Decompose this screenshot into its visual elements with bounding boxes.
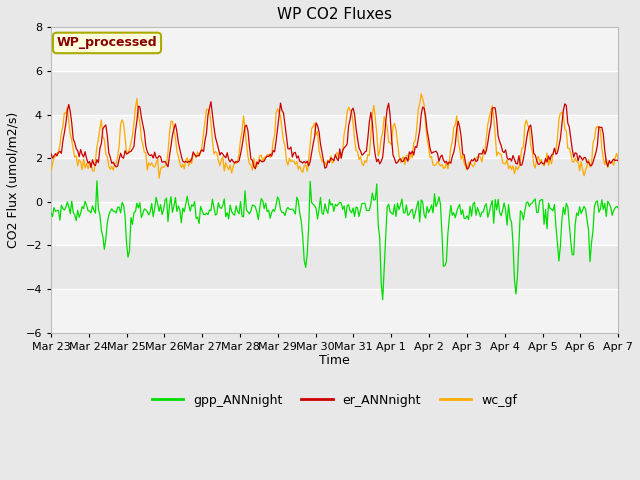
- gpp_ANNnight: [67, 211, 74, 216]
- wc_gf: [539, 161, 547, 167]
- er_ANNnight: [207, 99, 215, 105]
- Bar: [51, 202, 618, 245]
- Legend: gpp_ANNnight, er_ANNnight, wc_gf: gpp_ANNnight, er_ANNnight, wc_gf: [147, 389, 522, 412]
- wc_gf: [156, 175, 163, 181]
- Line: gpp_ANNnight: gpp_ANNnight: [51, 181, 618, 300]
- X-axis label: Time: Time: [319, 354, 350, 367]
- gpp_ANNnight: [47, 210, 55, 216]
- Bar: [51, 289, 618, 333]
- er_ANNnight: [614, 158, 622, 164]
- gpp_ANNnight: [614, 205, 622, 211]
- gpp_ANNnight: [539, 197, 547, 203]
- Bar: [51, 27, 618, 71]
- Title: WP CO2 Fluxes: WP CO2 Fluxes: [277, 7, 392, 22]
- wc_gf: [84, 166, 92, 171]
- wc_gf: [612, 151, 620, 156]
- wc_gf: [614, 156, 622, 162]
- gpp_ANNnight: [340, 203, 348, 209]
- gpp_ANNnight: [84, 208, 92, 214]
- er_ANNnight: [340, 145, 348, 151]
- wc_gf: [47, 168, 55, 174]
- wc_gf: [67, 131, 74, 137]
- er_ANNnight: [463, 166, 471, 172]
- wc_gf: [454, 138, 462, 144]
- er_ANNnight: [67, 109, 74, 115]
- wc_gf: [340, 131, 348, 136]
- gpp_ANNnight: [379, 297, 387, 302]
- Y-axis label: CO2 Flux (umol/m2/s): CO2 Flux (umol/m2/s): [7, 112, 20, 248]
- gpp_ANNnight: [454, 204, 462, 210]
- er_ANNnight: [453, 126, 461, 132]
- er_ANNnight: [84, 160, 92, 166]
- er_ANNnight: [539, 160, 547, 166]
- gpp_ANNnight: [612, 204, 620, 209]
- er_ANNnight: [47, 151, 55, 156]
- Text: WP_processed: WP_processed: [57, 36, 157, 49]
- Line: er_ANNnight: er_ANNnight: [51, 102, 618, 169]
- gpp_ANNnight: [93, 178, 100, 184]
- Line: wc_gf: wc_gf: [51, 94, 618, 178]
- Bar: [51, 115, 618, 158]
- wc_gf: [417, 91, 425, 96]
- er_ANNnight: [612, 157, 620, 163]
